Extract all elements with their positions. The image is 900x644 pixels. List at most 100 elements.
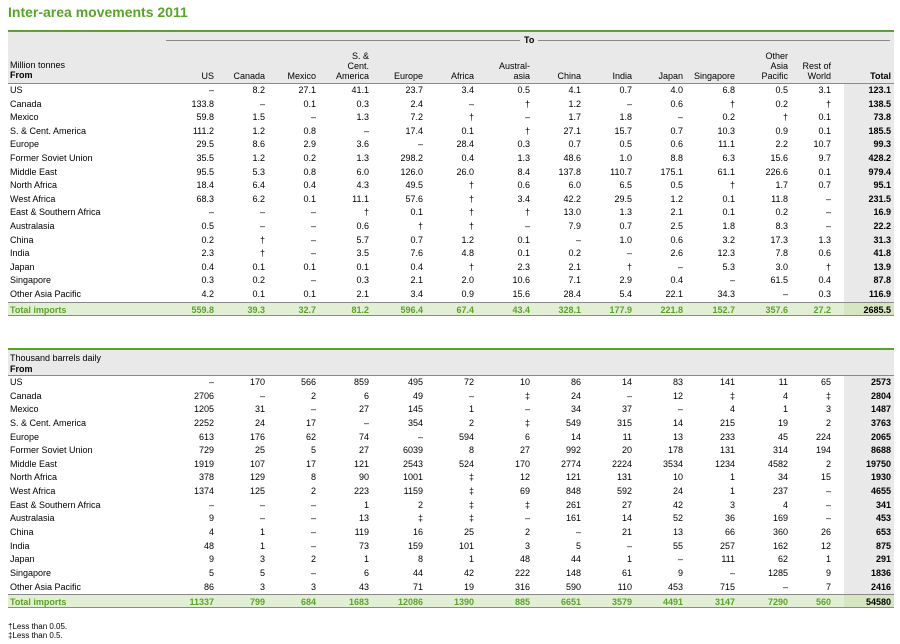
table-cell: 3.4	[517, 193, 530, 204]
table-cell: 4	[782, 390, 788, 401]
total-cell: 4491	[662, 597, 683, 608]
table-cell: 6	[363, 567, 369, 578]
table-cell: 95.1	[873, 180, 891, 191]
table-cell: –	[259, 220, 265, 231]
table-cell: 3.6	[356, 139, 369, 150]
table-cell: 2	[310, 390, 316, 401]
table-row-mexico: Mexico 1205 31 – 27 145 1 – 34 37 – 4 1 3 1487	[8, 403, 894, 417]
table-cell: †	[524, 125, 530, 136]
table-cell: 0.7	[410, 234, 423, 245]
unit-label: Million tonnes	[10, 60, 66, 70]
table-cell: 0.1	[303, 261, 316, 272]
table-cell: 20	[621, 445, 632, 456]
total-column-shade	[844, 553, 894, 567]
column-header-mexico: Mexico	[287, 71, 316, 81]
table-cell: 5.3	[722, 261, 735, 272]
row-label: East & Southern Africa	[10, 207, 101, 218]
table-cell: 12.3	[717, 248, 735, 259]
table-cell: 45	[777, 431, 788, 442]
table-cell: 99.3	[873, 139, 891, 150]
table-cell: 27	[621, 499, 632, 510]
total-column-shade	[844, 512, 894, 527]
total-row-label: Total imports	[10, 597, 67, 608]
total-column-shade	[844, 430, 894, 445]
table-cell: 2774	[560, 458, 581, 469]
table-cell: 7.6	[410, 248, 423, 259]
table-cell: 73.8	[873, 112, 891, 123]
table-cell: 27	[358, 404, 369, 415]
column-header-singapore: Singapore	[693, 71, 735, 81]
table-cell: 3763	[870, 417, 891, 428]
table-header: To Million tonnes From US Canada Mexico S. …	[8, 32, 894, 84]
column-header-rest-of-world: Rest of World	[802, 61, 831, 81]
row-label: Former Soviet Union	[10, 445, 93, 456]
row-label: Europe	[10, 139, 40, 150]
total-column-shade	[844, 97, 894, 112]
table-cell: ‡	[524, 417, 530, 428]
table-cell: 14	[672, 417, 683, 428]
table-cell: 0.6	[670, 98, 683, 109]
from-label: From	[10, 70, 33, 80]
table-cell: 1.2	[568, 98, 581, 109]
table-cell: 2065	[870, 431, 891, 442]
table-row-singapore: Singapore 5 5 – 6 44 42 222 148 61 9 – 1285 9 1836	[8, 566, 894, 581]
table-cell: 57.6	[405, 193, 423, 204]
table-cell: 226.6	[765, 166, 788, 177]
table-cell: 4582	[767, 458, 788, 469]
table-cell: 2	[524, 527, 530, 538]
table-cell: 19	[777, 417, 788, 428]
table-cell: 0.7	[818, 180, 831, 191]
table-cell: †	[729, 180, 735, 191]
table-cell: 25	[254, 445, 265, 456]
table-cell: 0.4	[670, 275, 683, 286]
table-cell: †	[468, 112, 474, 123]
table-cell: 2	[310, 486, 316, 497]
table-cell: –	[825, 486, 831, 497]
table-cell: –	[310, 499, 316, 510]
table-cell: 549	[565, 417, 581, 428]
total-cell: 1683	[348, 597, 369, 608]
table-body: US –170 566 859 495 72 10 86 14 83 141 11 65 2573 Cana…	[8, 376, 894, 609]
table-cell: 37	[621, 404, 632, 415]
row-label: West Africa	[10, 486, 56, 497]
row-label: China	[10, 234, 34, 245]
table-cell: 1	[729, 486, 735, 497]
table-cell: 10	[519, 377, 530, 387]
table-cell: 0.6	[517, 180, 530, 191]
table-cell: 34	[570, 404, 581, 415]
table-cell: 215	[719, 417, 735, 428]
table-cell: 8	[417, 554, 423, 565]
table-row-mexico: Mexico 59.8 1.5 – 1.3 7.2 † – 1.7 1.8 – 0.2 † 0.1 73.8	[8, 111, 894, 125]
table-cell: 1	[363, 499, 369, 510]
table-cell: 1.3	[619, 207, 632, 218]
total-cell: 684	[300, 597, 316, 608]
table-cell: 1.3	[818, 234, 831, 245]
table-cell: –	[677, 112, 683, 123]
table-cell: 17.3	[770, 234, 788, 245]
total-imports-row: Total imports 11337 799 684 1683 12086 1390 885…	[8, 594, 894, 609]
table-cell: 1	[468, 404, 474, 415]
table-cell: 126.0	[400, 166, 423, 177]
table-cell: 145	[407, 404, 423, 415]
table-cell: 0.1	[461, 125, 474, 136]
table-cell: 0.4	[461, 152, 474, 163]
table-cell: 7.1	[568, 275, 581, 286]
table-cell: 1285	[767, 567, 788, 578]
table-thousand-barrels-daily: Thousand barrels daily From US –170 566 859…	[8, 348, 894, 609]
total-column-shade	[844, 389, 894, 404]
table-cell: 453	[875, 513, 891, 524]
table-cell: 3.5	[356, 248, 369, 259]
table-cell: †	[417, 220, 423, 231]
column-header-europe: Europe	[393, 71, 423, 81]
table-cell: 7	[825, 581, 831, 592]
table-cell: 0.1	[356, 261, 369, 272]
table-cell: 121	[353, 458, 369, 469]
table-cell: 2706	[193, 390, 214, 401]
table-cell: 8.3	[775, 220, 788, 231]
table-cell: 3	[259, 581, 265, 592]
table-cell: –	[524, 513, 530, 524]
table-cell: 3.0	[775, 261, 788, 272]
table-cell: –	[259, 390, 265, 401]
table-cell: 4.3	[356, 180, 369, 191]
table-cell: 170	[514, 458, 530, 469]
